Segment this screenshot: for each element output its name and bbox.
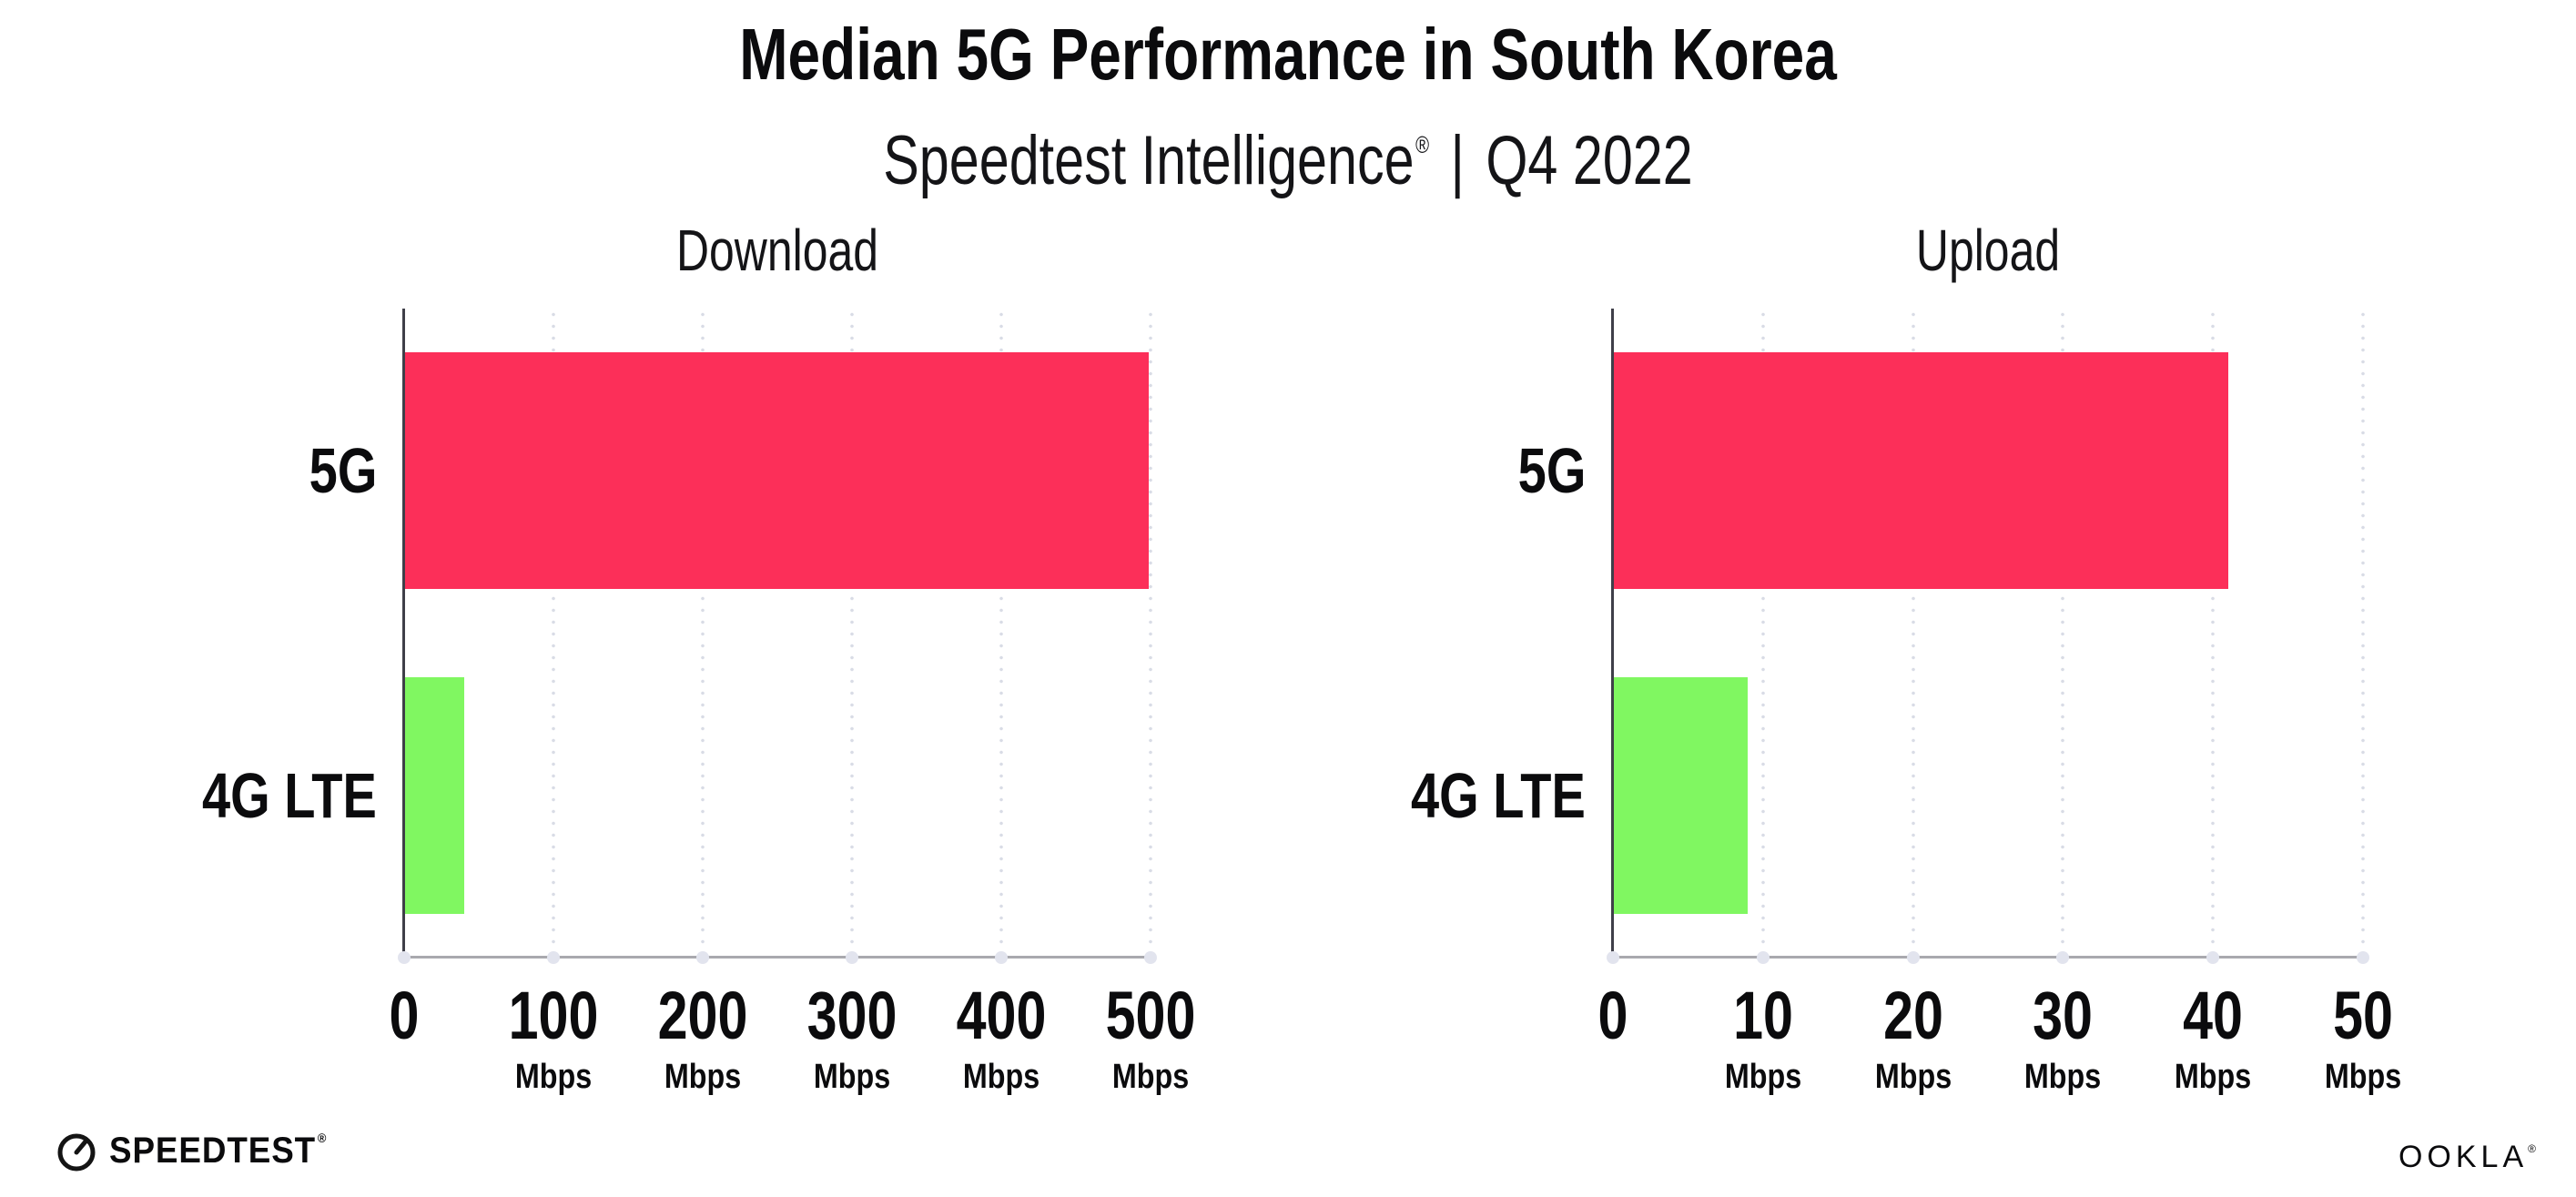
- axis-tick-dot-40: [2206, 951, 2220, 964]
- gridline-30: [2061, 309, 2065, 958]
- ookla-logo: OOKLA®: [2399, 1140, 2536, 1175]
- x-tick-label-0: 0: [1594, 979, 1631, 1052]
- ookla-wordmark: OOKLA: [2398, 1140, 2529, 1174]
- x-tick-label-20: 20 Mbps: [1868, 979, 1958, 1098]
- axis-tick-dot-200: [696, 951, 709, 964]
- tick-unit-label: Mbps: [514, 1058, 593, 1096]
- subtitle-period: Q4 2022: [1486, 122, 1693, 199]
- upload-plot-area: 5G 4G LTE 0 10 Mbps 20 Mbps 30 Mbps 40 Mbps 50 Mbps: [1411, 309, 2401, 1096]
- x-tick-label-30: 30 Mbps: [2018, 979, 2108, 1098]
- tick-value: 400: [956, 978, 1047, 1053]
- tick-value: 50: [2333, 978, 2393, 1053]
- tick-unit-label: Mbps: [1874, 1058, 1952, 1096]
- axis-tick-dot-400: [995, 951, 1008, 964]
- subtitle-divider: |: [1450, 122, 1465, 199]
- ookla-registered-mark-icon: ®: [2528, 1142, 2536, 1155]
- x-tick-label-50: 50 Mbps: [2317, 979, 2408, 1098]
- tick-unit-label: Mbps: [664, 1058, 742, 1096]
- page-title: Median 5G Performance in South Korea: [739, 14, 1837, 95]
- tick-unit-label: Mbps: [813, 1058, 891, 1096]
- download-plot-area: 5G 4G LTE 0 100 Mbps 200 Mbps 300 Mbps 400 Mbps 500…: [202, 309, 1195, 1096]
- x-tick-label-10: 10 Mbps: [1718, 979, 1808, 1098]
- category-label-4g-lte: 4G LTE: [1411, 760, 1586, 831]
- category-label-5g: 5G: [309, 435, 377, 506]
- speedtest-wordmark: SPEEDTEST ®: [109, 1131, 327, 1172]
- speedtest-gauge-icon: [57, 1133, 96, 1172]
- tick-value: 0: [389, 978, 420, 1053]
- bar-5g: [1613, 352, 2228, 589]
- x-tick-label-300: 300 Mbps: [796, 979, 908, 1098]
- speedtest-wordmark-text: SPEEDTEST: [109, 1130, 317, 1171]
- gridline-20: [1911, 309, 1915, 958]
- axis-tick-dot-100: [547, 951, 560, 964]
- x-tick-label-500: 500 Mbps: [1094, 979, 1206, 1098]
- upload-chart: Upload 5G 4G LTE 0 10 Mbps 20 Mbps 30 Mbps 40 Mbps…: [1411, 218, 2401, 1096]
- tick-unit-label: Mbps: [2024, 1058, 2102, 1096]
- subtitle-brand: Speedtest Intelligence: [883, 122, 1415, 199]
- gridline-300: [850, 309, 854, 958]
- y-axis-spine: [1611, 309, 1614, 958]
- category-label-4g-lte: 4G LTE: [202, 760, 377, 831]
- gridline-400: [999, 309, 1003, 958]
- speedtest-registered-mark-icon: ®: [317, 1130, 328, 1145]
- axis-tick-dot-20: [1906, 951, 1920, 964]
- axis-tick-dot-500: [1144, 951, 1157, 964]
- tick-value: 40: [2183, 978, 2244, 1053]
- bar-4g-lte: [404, 677, 464, 914]
- x-tick-label-100: 100 Mbps: [497, 979, 609, 1098]
- tick-unit-label: Mbps: [2175, 1058, 2252, 1096]
- registered-trademark-icon: ®: [1415, 131, 1430, 158]
- tick-value: 300: [806, 978, 898, 1053]
- tick-unit-label: Mbps: [962, 1058, 1040, 1096]
- gridline-50: [2361, 309, 2365, 958]
- category-label-5g: 5G: [1517, 435, 1586, 506]
- axis-tick-dot-0: [1607, 951, 1619, 964]
- y-axis-spine: [402, 309, 405, 958]
- axis-tick-dot-0: [398, 951, 411, 964]
- speedtest-logo: SPEEDTEST ®: [55, 1129, 346, 1172]
- x-tick-label-0: 0: [385, 979, 422, 1052]
- axis-tick-dot-30: [2056, 951, 2070, 964]
- axis-tick-dot-50: [2357, 951, 2369, 964]
- x-tick-label-40: 40 Mbps: [2168, 979, 2258, 1098]
- x-tick-label-400: 400 Mbps: [945, 979, 1057, 1098]
- gridline-100: [552, 309, 555, 958]
- tick-value: 100: [508, 978, 599, 1053]
- gridline-500: [1149, 309, 1152, 958]
- tick-value: 10: [1732, 978, 1793, 1053]
- bar-4g-lte: [1613, 677, 1749, 914]
- tick-value: 500: [1105, 978, 1196, 1053]
- axis-tick-dot-300: [846, 951, 858, 964]
- chart-title-download: Download: [675, 218, 879, 283]
- x-tick-label-200: 200 Mbps: [646, 979, 758, 1098]
- download-chart: Download 5G 4G LTE 0 100 Mbps 200 Mbps 300 Mbps 4…: [202, 218, 1195, 1096]
- gridline-10: [1760, 309, 1765, 958]
- gridline-200: [701, 309, 705, 958]
- axis-tick-dot-10: [1756, 951, 1770, 964]
- tick-unit-label: Mbps: [1724, 1058, 1801, 1096]
- tick-value: 30: [2033, 978, 2094, 1053]
- tick-value: 20: [1882, 978, 1943, 1053]
- x-axis-line: [404, 956, 1151, 959]
- tick-unit-label: Mbps: [1111, 1058, 1190, 1096]
- tick-unit-label: Mbps: [2324, 1058, 2402, 1096]
- gridline-40: [2211, 309, 2216, 958]
- page-subtitle: Speedtest Intelligence® | Q4 2022: [283, 98, 2292, 208]
- chart-title-upload: Upload: [1915, 218, 2061, 283]
- tick-value: 0: [1597, 978, 1628, 1053]
- bar-5g: [404, 352, 1150, 589]
- tick-value: 200: [657, 978, 748, 1053]
- x-axis-line: [1613, 956, 2363, 959]
